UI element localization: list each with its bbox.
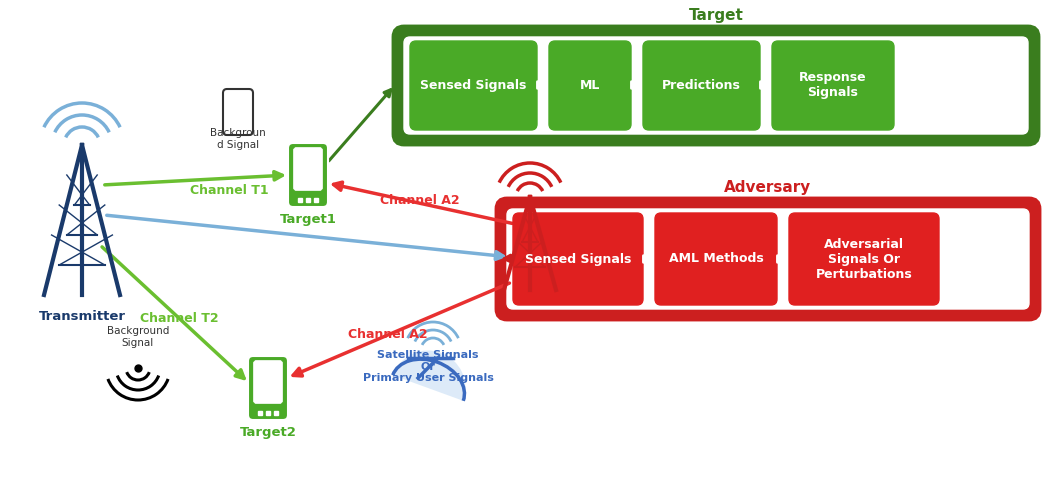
FancyBboxPatch shape (404, 37, 1028, 134)
FancyBboxPatch shape (643, 41, 760, 130)
Text: Transmitter: Transmitter (39, 310, 126, 323)
Text: Satellite Signals
Or
Primary User Signals: Satellite Signals Or Primary User Signal… (362, 350, 494, 383)
Wedge shape (393, 350, 465, 401)
Text: Adversary: Adversary (724, 180, 812, 195)
FancyBboxPatch shape (655, 213, 777, 305)
Text: AML Methods: AML Methods (669, 252, 763, 265)
Text: Target1: Target1 (279, 213, 336, 226)
Text: Channel T1: Channel T1 (190, 184, 269, 196)
FancyBboxPatch shape (772, 41, 894, 130)
Text: Channel A2: Channel A2 (380, 194, 460, 206)
Text: Predictions: Predictions (662, 78, 740, 91)
Text: Background
Signal: Background Signal (107, 326, 169, 348)
Text: Target2: Target2 (239, 426, 296, 439)
FancyBboxPatch shape (253, 360, 282, 403)
FancyBboxPatch shape (507, 209, 1029, 309)
Text: Sensed Signals: Sensed Signals (420, 78, 526, 91)
Text: Channel T2: Channel T2 (140, 312, 218, 325)
FancyBboxPatch shape (410, 41, 537, 130)
Text: Target: Target (689, 8, 743, 23)
FancyBboxPatch shape (549, 41, 631, 130)
Text: Channel A2: Channel A2 (348, 327, 427, 340)
FancyBboxPatch shape (789, 213, 939, 305)
Text: Backgroun
d Signal: Backgroun d Signal (210, 128, 266, 150)
FancyBboxPatch shape (513, 213, 643, 305)
Text: ML: ML (580, 78, 601, 91)
FancyBboxPatch shape (394, 27, 1038, 144)
Text: Adversarial
Signals Or
Perturbations: Adversarial Signals Or Perturbations (816, 238, 912, 281)
FancyBboxPatch shape (288, 143, 328, 207)
FancyBboxPatch shape (248, 356, 288, 420)
Text: Sensed Signals: Sensed Signals (525, 252, 631, 265)
FancyBboxPatch shape (294, 148, 322, 191)
FancyBboxPatch shape (497, 199, 1040, 319)
Text: Response
Signals: Response Signals (799, 71, 867, 99)
